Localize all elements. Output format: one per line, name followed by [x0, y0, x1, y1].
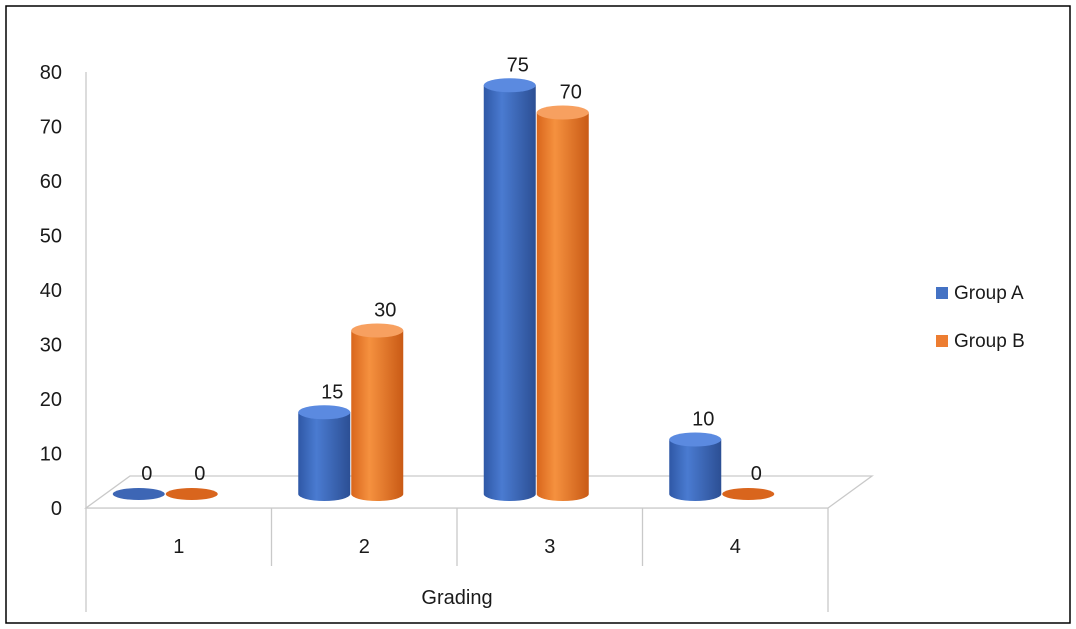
x-tick-label: 1: [173, 536, 184, 558]
x-tick-label: 4: [730, 536, 741, 558]
legend-swatch-group-b: [936, 335, 948, 347]
bar-zero-disc: [112, 488, 165, 500]
bar: [298, 405, 351, 502]
bar: [351, 323, 404, 502]
y-tick-label: 20: [40, 389, 62, 411]
bar: [112, 488, 165, 500]
y-tick-label: 30: [40, 335, 62, 357]
data-label: 10: [692, 409, 714, 431]
bar: [669, 432, 722, 502]
data-labels: 0 0 15 30 75 70 10 0: [141, 54, 762, 485]
data-label: 75: [507, 54, 529, 76]
x-axis-label: Grading: [421, 587, 492, 609]
data-label: 30: [374, 300, 396, 322]
bar: [722, 488, 775, 500]
bar-top: [351, 323, 404, 338]
data-label: 15: [321, 381, 343, 403]
bar: [483, 78, 536, 502]
bar-top: [483, 78, 536, 93]
data-label: 0: [194, 463, 205, 485]
bar: [165, 488, 218, 500]
data-label: 0: [751, 463, 762, 485]
y-tick-label: 40: [40, 280, 62, 302]
bar-body: [669, 439, 722, 502]
bar-body: [298, 412, 351, 502]
y-tick-label: 50: [40, 226, 62, 248]
bar-body: [351, 330, 404, 502]
x-tick-labels: 1 2 3 4: [173, 508, 741, 566]
bar-top: [298, 405, 351, 420]
legend-swatch-group-a: [936, 287, 948, 299]
y-tick-label: 10: [40, 444, 62, 466]
bar-top: [669, 432, 722, 447]
x-tick-label: 2: [359, 536, 370, 558]
legend-label-group-a: Group A: [954, 283, 1024, 304]
y-tick-labels: 0 10 20 30 40 50 60 70 80: [40, 62, 62, 520]
data-label: 0: [141, 463, 152, 485]
y-tick-label: 60: [40, 171, 62, 193]
bar-zero-disc: [722, 488, 775, 500]
bar-body: [536, 112, 589, 502]
data-label: 70: [560, 82, 582, 104]
bar-body: [483, 85, 536, 502]
legend-label-group-b: Group B: [954, 331, 1025, 352]
legend: Group A Group B: [936, 283, 1025, 352]
y-tick-label: 70: [40, 117, 62, 139]
bar: [536, 105, 589, 502]
y-tick-label: 80: [40, 62, 62, 84]
bar-top: [536, 105, 589, 120]
y-tick-label: 0: [51, 498, 62, 520]
bar-zero-disc: [165, 488, 218, 500]
x-tick-label: 3: [544, 536, 555, 558]
bars: [112, 78, 775, 502]
